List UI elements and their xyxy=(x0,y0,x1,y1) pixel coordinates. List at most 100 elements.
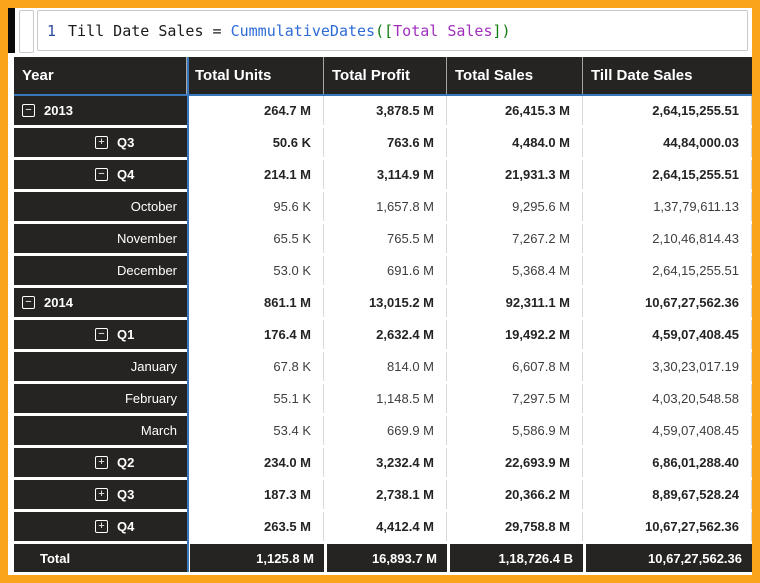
value-cell[interactable]: 2,64,15,255.51 xyxy=(583,96,752,125)
value-cell[interactable]: 50.6 K xyxy=(187,128,324,157)
value-cell[interactable]: 2,10,46,814.43 xyxy=(583,224,752,253)
row-label: December xyxy=(117,263,177,278)
value-cell[interactable]: 187.3 M xyxy=(187,480,324,509)
value-cell[interactable]: 691.6 M xyxy=(324,256,447,285)
value-cell[interactable]: 6,86,01,288.40 xyxy=(583,448,752,477)
column-header-total-sales[interactable]: Total Sales xyxy=(447,57,583,94)
value-cell[interactable]: 22,693.9 M xyxy=(447,448,583,477)
table-row-2014: −2014 861.1 M 13,015.2 M 92,311.1 M 10,67,27… xyxy=(14,288,752,320)
value-cell[interactable]: 10,67,27,562.36 xyxy=(583,512,752,541)
value-cell[interactable]: 7,297.5 M xyxy=(447,384,583,413)
value-cell[interactable]: 6,607.8 M xyxy=(447,352,583,381)
value-cell[interactable]: 3,878.5 M xyxy=(324,96,447,125)
row-label: 2014 xyxy=(44,295,73,310)
value-cell[interactable]: 7,267.2 M xyxy=(447,224,583,253)
row-header-q1[interactable]: − Q1 xyxy=(14,320,187,349)
column-header-total-profit[interactable]: Total Profit xyxy=(324,57,447,94)
value-cell[interactable]: 13,015.2 M xyxy=(324,288,447,317)
value-cell[interactable]: 92,311.1 M xyxy=(447,288,583,317)
value-cell[interactable]: 763.6 M xyxy=(324,128,447,157)
value-cell[interactable]: 234.0 M xyxy=(187,448,324,477)
row-header-february[interactable]: February xyxy=(14,384,187,413)
value-cell[interactable]: 4,484.0 M xyxy=(447,128,583,157)
value-cell[interactable]: 3,114.9 M xyxy=(324,160,447,189)
value-cell[interactable]: 5,368.4 M xyxy=(447,256,583,285)
total-value-cell[interactable]: 1,18,726.4 B xyxy=(450,544,583,572)
value-cell[interactable]: 2,738.1 M xyxy=(324,480,447,509)
row-header-march[interactable]: March xyxy=(14,416,187,445)
value-cell[interactable]: 65.5 K xyxy=(187,224,324,253)
expand-icon[interactable]: + xyxy=(95,136,108,149)
value-cell[interactable]: 861.1 M xyxy=(187,288,324,317)
value-cell[interactable]: 3,232.4 M xyxy=(324,448,447,477)
row-header-november[interactable]: November xyxy=(14,224,187,253)
value-cell[interactable]: 29,758.8 M xyxy=(447,512,583,541)
value-cell[interactable]: 8,89,67,528.24 xyxy=(583,480,752,509)
expand-icon[interactable]: + xyxy=(95,520,108,533)
value-cell[interactable]: 669.9 M xyxy=(324,416,447,445)
formula-input[interactable]: 1 Till Date Sales = CummulativeDates([To… xyxy=(37,10,748,51)
value-cell[interactable]: 2,632.4 M xyxy=(324,320,447,349)
column-header-till-date-sales[interactable]: Till Date Sales xyxy=(591,67,693,84)
total-value-cell[interactable]: 1,125.8 M xyxy=(190,544,324,572)
value-cell[interactable]: 765.5 M xyxy=(324,224,447,253)
value-cell[interactable]: 4,59,07,408.45 xyxy=(583,320,752,349)
value-cell[interactable]: 214.1 M xyxy=(187,160,324,189)
value-cell[interactable]: 1,657.8 M xyxy=(324,192,447,221)
value-cell[interactable]: 53.0 K xyxy=(187,256,324,285)
value-cell[interactable]: 55.1 K xyxy=(187,384,324,413)
value-cell[interactable]: 19,492.2 M xyxy=(447,320,583,349)
formula-token-measure-reference[interactable]: Total Sales xyxy=(393,21,493,40)
collapse-icon[interactable]: − xyxy=(95,168,108,181)
value-cell[interactable]: 53.4 K xyxy=(187,416,324,445)
collapse-icon[interactable]: − xyxy=(95,328,108,341)
total-value-cell[interactable]: 16,893.7 M xyxy=(327,544,447,572)
value-cell[interactable]: 21,931.3 M xyxy=(447,160,583,189)
row-header-january[interactable]: January xyxy=(14,352,187,381)
value-cell[interactable]: 9,295.6 M xyxy=(447,192,583,221)
value-cell[interactable]: 10,67,27,562.36 xyxy=(583,288,752,317)
value-cell[interactable]: 264.7 M xyxy=(187,96,324,125)
value-cell[interactable]: 4,03,20,548.58 xyxy=(583,384,752,413)
row-header-december[interactable]: December xyxy=(14,256,187,285)
value-cell[interactable]: 2,64,15,255.51 xyxy=(583,160,752,189)
collapse-icon[interactable]: − xyxy=(22,104,35,117)
value-cell[interactable]: 44,84,000.03 xyxy=(583,128,752,157)
value-cell[interactable]: 26,415.3 M xyxy=(447,96,583,125)
value-cell[interactable]: 263.5 M xyxy=(187,512,324,541)
value-cell[interactable]: 1,37,79,611.13 xyxy=(583,192,752,221)
value-cell[interactable]: 3,30,23,017.19 xyxy=(583,352,752,381)
value-cell[interactable]: 2,64,15,255.51 xyxy=(583,256,752,285)
value-cell[interactable]: 20,366.2 M xyxy=(447,480,583,509)
table-row-january: January 67.8 K 814.0 M 6,607.8 M 3,30,23,017… xyxy=(14,352,752,384)
row-header-q4[interactable]: + Q4 xyxy=(14,512,187,541)
value-cell[interactable]: 95.6 K xyxy=(187,192,324,221)
expand-icon[interactable]: + xyxy=(95,456,108,469)
value-cell[interactable]: 814.0 M xyxy=(324,352,447,381)
column-header-total-units[interactable]: Total Units xyxy=(187,57,324,94)
formula-token-measure-definition[interactable]: Till Date Sales = xyxy=(68,21,231,40)
row-header-october[interactable]: October xyxy=(14,192,187,221)
value-cell[interactable]: 4,412.4 M xyxy=(324,512,447,541)
value-cell[interactable]: 1,148.5 M xyxy=(324,384,447,413)
formula-token-function-name[interactable]: CummulativeDates xyxy=(230,21,376,40)
row-header-q2[interactable]: + Q2 xyxy=(14,448,187,477)
value-cell[interactable]: 5,586.9 M xyxy=(447,416,583,445)
row-header-2014[interactable]: −2014 xyxy=(14,288,187,317)
expand-icon[interactable]: + xyxy=(95,488,108,501)
row-header-q4[interactable]: − Q4 xyxy=(14,160,187,189)
value-cell[interactable]: 4,59,07,408.45 xyxy=(583,416,752,445)
row-header-q3[interactable]: + Q3 xyxy=(14,128,187,157)
row-header-q3[interactable]: + Q3 xyxy=(14,480,187,509)
row-header-2013[interactable]: −2013 xyxy=(14,96,187,125)
total-value-cell[interactable]: 10,67,27,562.36 xyxy=(586,544,752,572)
formula-token-open-brackets[interactable]: ([ xyxy=(375,21,394,40)
total-row-label[interactable]: Total xyxy=(14,544,187,572)
value-cell[interactable]: 176.4 M xyxy=(187,320,324,349)
formula-token-close-brackets[interactable]: ]) xyxy=(492,21,511,40)
collapse-icon[interactable]: − xyxy=(22,296,35,309)
value-cell[interactable]: 67.8 K xyxy=(187,352,324,381)
row-label: March xyxy=(140,423,177,438)
column-header-year[interactable]: Year xyxy=(14,57,187,94)
